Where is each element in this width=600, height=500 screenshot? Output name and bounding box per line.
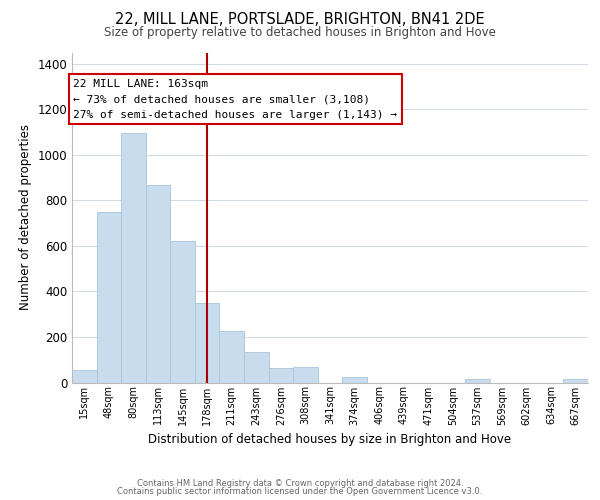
Bar	[146, 185, 170, 382]
Bar	[121, 134, 146, 382]
Text: 22, MILL LANE, PORTSLADE, BRIGHTON, BN41 2DE: 22, MILL LANE, PORTSLADE, BRIGHTON, BN41…	[115, 12, 485, 26]
Text: Contains public sector information licensed under the Open Government Licence v3: Contains public sector information licen…	[118, 487, 482, 496]
Bar	[563, 379, 588, 382]
Bar	[269, 368, 293, 382]
Bar	[97, 212, 121, 382]
Bar	[244, 352, 269, 382]
Text: 22 MILL LANE: 163sqm
← 73% of detached houses are smaller (3,108)
27% of semi-de: 22 MILL LANE: 163sqm ← 73% of detached h…	[73, 78, 397, 120]
Bar	[293, 366, 318, 382]
Text: Contains HM Land Registry data © Crown copyright and database right 2024.: Contains HM Land Registry data © Crown c…	[137, 478, 463, 488]
Text: Size of property relative to detached houses in Brighton and Hove: Size of property relative to detached ho…	[104, 26, 496, 39]
Bar	[220, 330, 244, 382]
Bar	[72, 370, 97, 382]
Bar	[465, 379, 490, 382]
Bar	[170, 242, 195, 382]
X-axis label: Distribution of detached houses by size in Brighton and Hove: Distribution of detached houses by size …	[148, 433, 512, 446]
Bar	[342, 378, 367, 382]
Bar	[195, 304, 220, 382]
Y-axis label: Number of detached properties: Number of detached properties	[19, 124, 32, 310]
